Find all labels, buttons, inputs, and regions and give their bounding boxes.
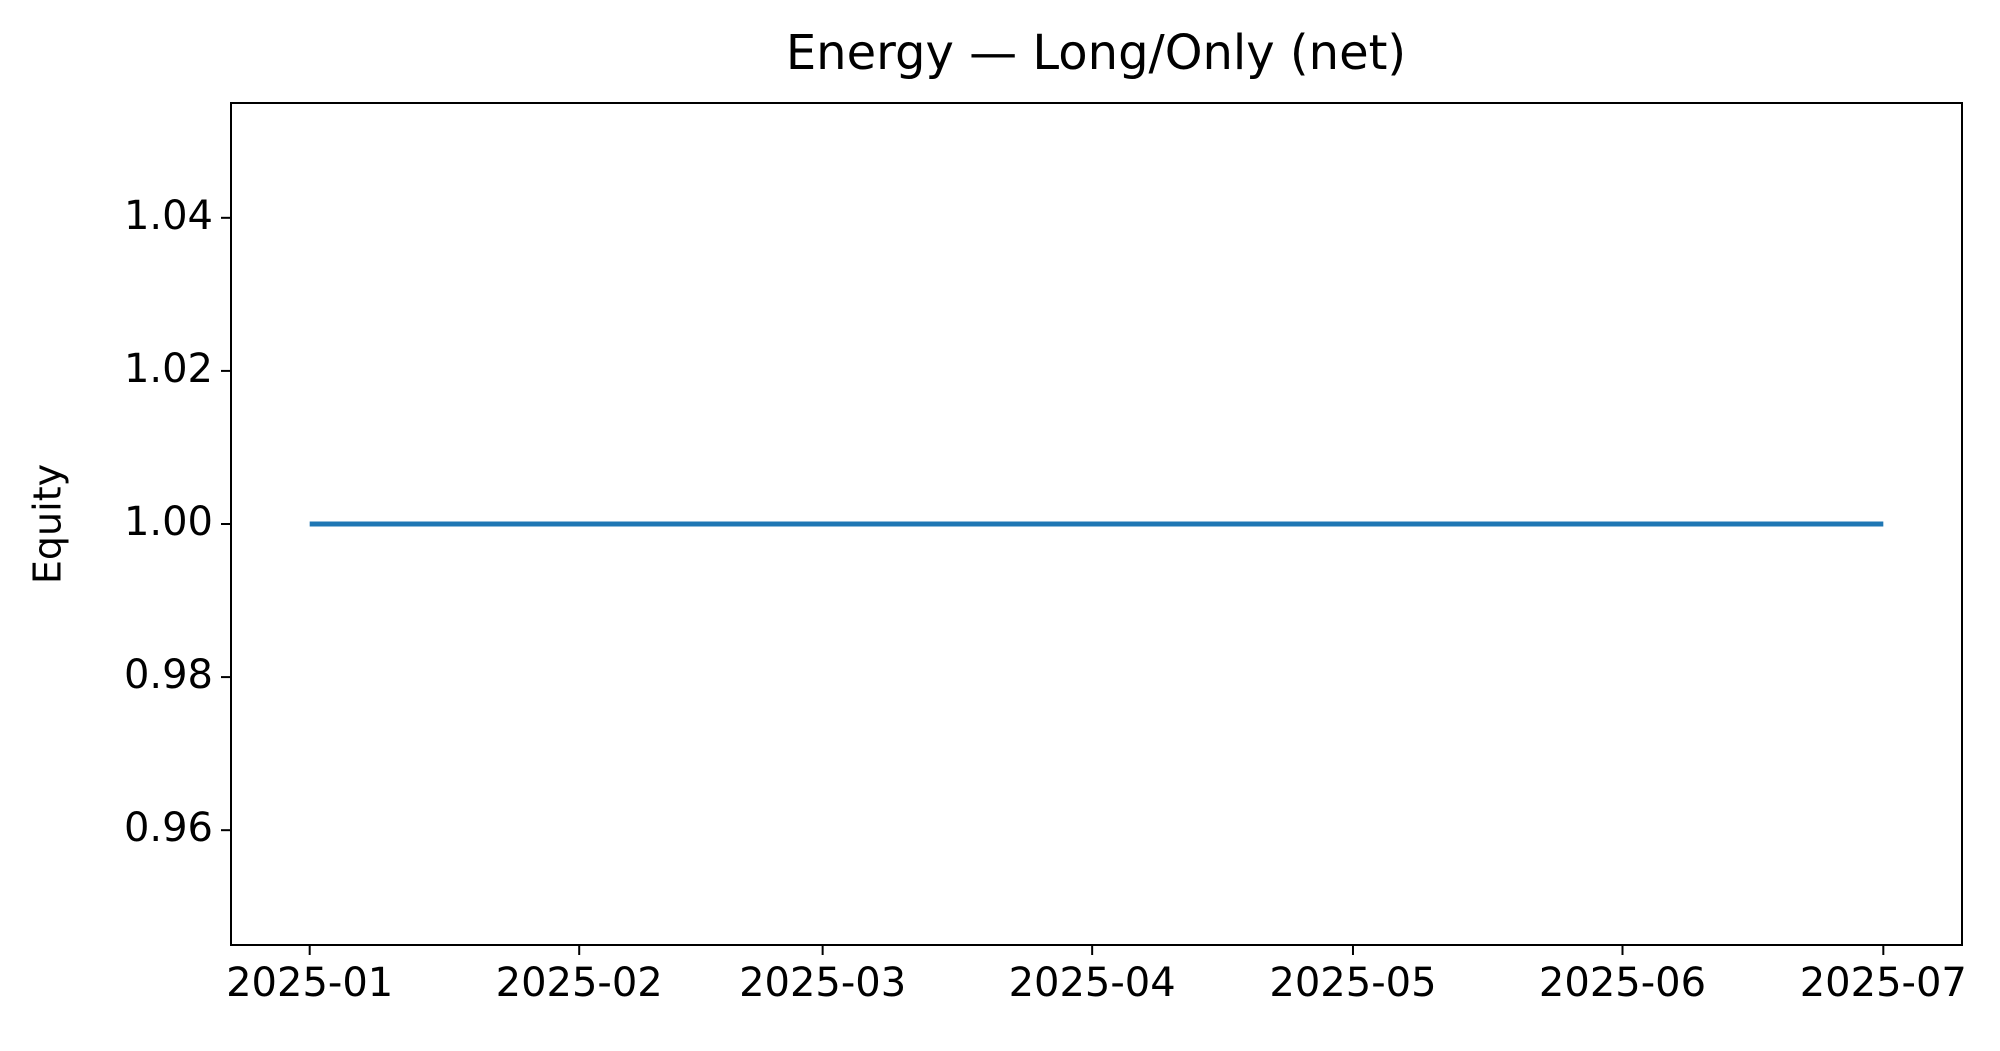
y-tick-label: 1.04 — [124, 193, 213, 239]
y-axis-label: Equity — [26, 464, 70, 584]
x-tick-label: 2025-07 — [1800, 960, 1967, 1006]
x-tick-label: 2025-03 — [739, 960, 906, 1006]
x-tick-label: 2025-01 — [226, 960, 393, 1006]
x-tick-label: 2025-05 — [1269, 960, 1436, 1006]
plot-frame — [230, 102, 1963, 946]
y-tick-label: 0.96 — [124, 805, 213, 851]
x-tick-label: 2025-04 — [1009, 960, 1176, 1006]
x-tick-label: 2025-02 — [496, 960, 663, 1006]
x-tick-label: 2025-06 — [1539, 960, 1706, 1006]
y-tick-label: 1.00 — [124, 499, 213, 545]
y-tick-label: 0.98 — [124, 652, 213, 698]
chart-title: Energy — Long/Only (net) — [786, 25, 1406, 81]
y-tick-label: 1.02 — [124, 346, 213, 392]
